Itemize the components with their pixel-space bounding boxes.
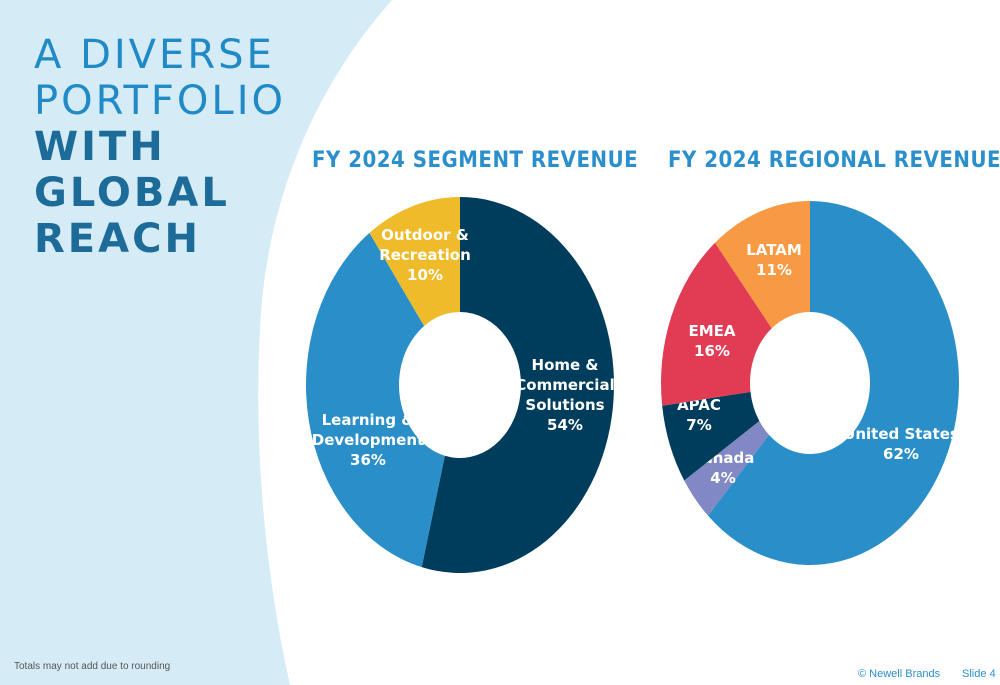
donut-2-slice-label-3: EMEA 16% xyxy=(688,322,735,360)
donut-1-slice-0 xyxy=(421,197,615,573)
donut-2-slice-3 xyxy=(661,242,772,406)
donut-1-slice-label-1: Learning & Development 36% xyxy=(312,411,424,469)
donut-1-slice-1 xyxy=(306,232,445,568)
segment-chart-title: FY 2024 SEGMENT REVENUE xyxy=(312,148,639,173)
donut-1-slice-2 xyxy=(369,197,460,326)
headline-line-1: A DIVERSE xyxy=(34,32,275,78)
donut-2-slice-label-0: United States 62% xyxy=(843,425,959,463)
donut-1-slice-label-0: Home & Commercial Solutions 54% xyxy=(515,356,614,434)
slide-number: Slide 4 xyxy=(962,668,996,680)
headline-line-2: PORTFOLIO xyxy=(34,78,286,124)
copyright: © Newell Brands xyxy=(858,668,941,680)
headline-line-4: GLOBAL xyxy=(34,170,230,216)
donut-2-slice-0 xyxy=(708,201,960,565)
regional-chart-title: FY 2024 REGIONAL REVENUE xyxy=(668,148,1000,173)
headline: A DIVERSE PORTFOLIO WITH GLOBAL REACH xyxy=(34,32,286,262)
donut-2-slice-1 xyxy=(684,421,769,516)
headline-line-5: REACH xyxy=(34,216,201,262)
donut-2-slice-4 xyxy=(715,201,810,329)
light-blue-curve-panel xyxy=(0,0,392,685)
headline-line-3: WITH xyxy=(34,124,166,170)
donut-2-slice-2 xyxy=(662,391,760,481)
footnote: Totals may not add due to rounding xyxy=(14,661,171,672)
donut-1-slice-label-2: Outdoor & Recreation 10% xyxy=(379,226,471,284)
donut-2-slice-label-4: LATAM 11% xyxy=(746,241,802,279)
